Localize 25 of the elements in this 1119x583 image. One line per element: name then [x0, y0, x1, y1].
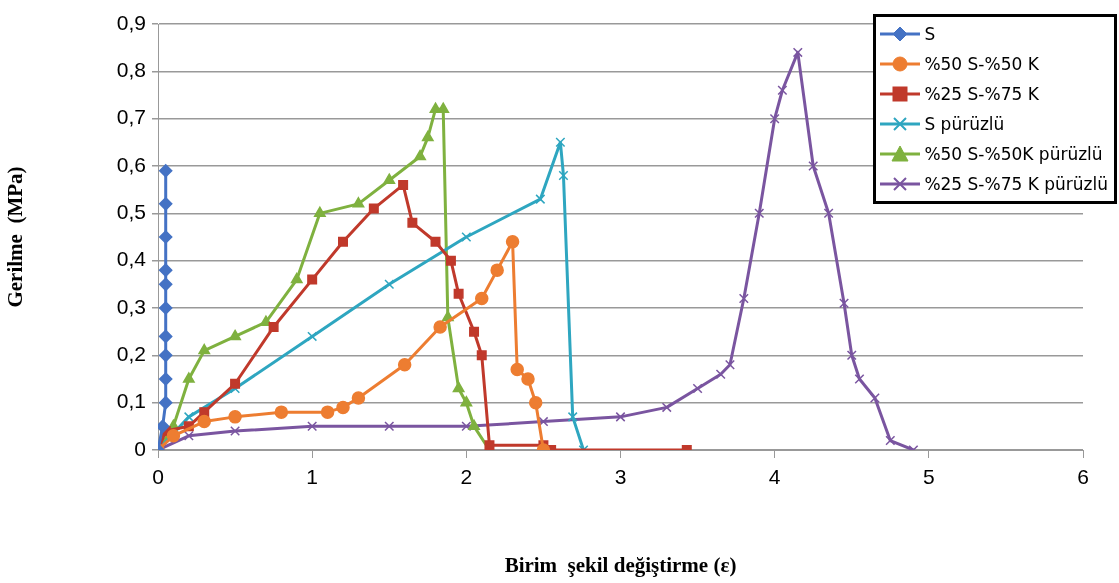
legend-label: %25 S-%75 K pürüzlü: [924, 174, 1108, 194]
x-tick-label: 0: [152, 465, 164, 489]
x-tick-label: 4: [768, 465, 781, 489]
y-tick-label: 0: [134, 436, 146, 460]
y-axis-title: Gerilme (MPa): [3, 166, 28, 308]
legend-label: S: [924, 24, 936, 44]
legend-label: %25 S-%75 K: [924, 84, 1039, 104]
y-tick-label: 0,9: [116, 10, 146, 34]
y-tick-label: 0,7: [116, 105, 146, 129]
y-tick-label: 0,4: [116, 247, 147, 271]
x-tick-label: 2: [460, 465, 473, 489]
x-tick-label: 5: [922, 465, 935, 489]
x-tick-label: 6: [1077, 465, 1089, 489]
y-tick-label: 0,1: [116, 389, 146, 413]
x-tick-label: 3: [614, 465, 627, 489]
y-tick-label: 0,3: [116, 294, 146, 318]
x-tick-label: 1: [306, 465, 319, 489]
y-tick-label: 0,8: [116, 58, 146, 82]
y-tick-label: 0,2: [116, 342, 146, 366]
y-tick-label: 0,5: [116, 200, 146, 224]
legend-label: %50 S-%50 K: [924, 54, 1039, 74]
legend-label: S pürüzlü: [924, 114, 1005, 134]
y-tick-label: 0,6: [116, 152, 146, 176]
x-axis-title: Birim şekil değiştirme (ε): [504, 552, 737, 577]
legend-label: %50 S-%50K pürüzlü: [924, 144, 1103, 164]
